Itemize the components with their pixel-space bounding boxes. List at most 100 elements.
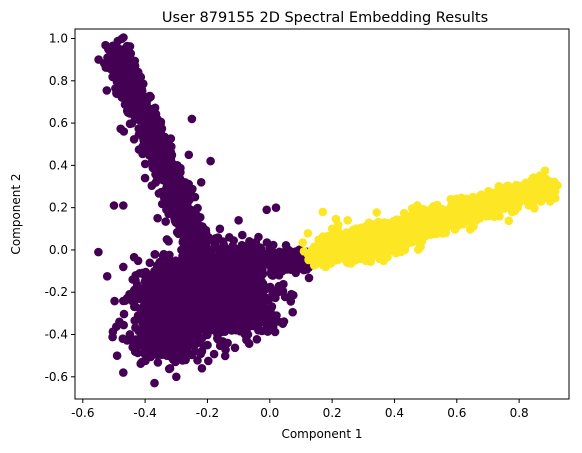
data-point-series-0: [175, 226, 184, 236]
data-point-series-0: [257, 316, 267, 326]
data-point-series-0: [206, 275, 215, 285]
data-point-series-0: [190, 192, 200, 202]
data-point-series-0: [137, 357, 147, 367]
data-point-series-0: [131, 302, 141, 312]
data-point-series-0: [204, 356, 213, 366]
data-point-series-0: [263, 312, 272, 321]
data-point-series-0: [128, 275, 137, 284]
data-point-series-0: [110, 296, 119, 306]
data-point-series-0: [278, 319, 288, 329]
data-point-series-0: [174, 274, 183, 284]
data-point-series-0: [175, 190, 184, 199]
data-point-series-0: [184, 150, 194, 160]
data-point-series-0: [236, 315, 246, 324]
data-point-series-0: [162, 314, 172, 324]
data-point-series-0: [278, 266, 287, 276]
data-point-series-0: [222, 308, 231, 318]
chart-title: User 879155 2D Spectral Embedding Result…: [162, 10, 488, 26]
data-point-series-0: [290, 251, 300, 261]
data-point-series-0: [153, 171, 162, 180]
data-point-series-0: [228, 308, 237, 318]
data-point-series-0: [113, 36, 123, 46]
data-point-series-0: [186, 305, 196, 314]
data-point-series-0: [230, 282, 240, 291]
data-point-series-0: [178, 216, 187, 225]
data-point-series-0: [109, 201, 119, 210]
data-point-series-1: [452, 207, 461, 216]
data-point-series-1: [438, 229, 447, 238]
data-point-series-1: [495, 198, 505, 208]
data-point-series-0: [239, 263, 249, 272]
data-point-series-0: [255, 264, 265, 274]
data-point-series-0: [263, 304, 272, 314]
data-point-series-0: [244, 270, 253, 279]
data-point-series-0: [181, 323, 191, 333]
data-point-series-0: [160, 306, 169, 315]
data-point-series-0: [123, 53, 132, 62]
data-point-series-0: [136, 332, 146, 342]
data-point-series-0: [214, 260, 223, 270]
data-point-series-0: [251, 245, 260, 254]
data-point-series-0: [263, 296, 273, 305]
data-point-series-0: [262, 205, 272, 215]
data-point-series-0: [196, 235, 206, 244]
data-point-series-0: [128, 342, 137, 352]
data-point-series-0: [169, 337, 179, 346]
data-point-series-0: [211, 288, 221, 298]
data-point-series-0: [280, 292, 290, 302]
data-point-series-0: [156, 340, 165, 350]
data-point-series-0: [195, 265, 204, 274]
data-point-series-0: [175, 326, 184, 336]
data-point-series-0: [165, 364, 175, 373]
data-point-series-0: [148, 280, 158, 290]
data-point-series-0: [150, 266, 159, 276]
data-point-series-0: [234, 216, 243, 225]
data-point-series-0: [119, 368, 128, 377]
data-point-series-0: [218, 320, 228, 330]
data-point-series-0: [164, 328, 174, 338]
data-point-series-1: [457, 193, 466, 203]
data-point-series-0: [241, 251, 251, 261]
data-point-series-0: [231, 249, 240, 259]
data-point-series-0: [246, 299, 255, 309]
data-point-series-1: [447, 199, 457, 208]
data-point-series-1: [421, 225, 430, 234]
data-point-series-0: [159, 249, 169, 259]
data-point-series-0: [220, 351, 230, 361]
data-point-series-0: [245, 237, 254, 246]
data-point-series-0: [139, 128, 149, 138]
data-point-series-0: [116, 124, 125, 134]
data-point-series-0: [227, 261, 237, 271]
data-point-series-0: [190, 329, 200, 338]
data-point-series-0: [125, 119, 135, 129]
data-point-series-0: [189, 251, 199, 260]
data-point-series-0: [146, 352, 155, 362]
data-point-series-0: [264, 259, 273, 269]
data-point-series-0: [225, 233, 234, 242]
data-point-series-0: [181, 355, 190, 365]
data-point-series-0: [122, 89, 132, 99]
data-point-series-0: [141, 267, 151, 277]
data-point-series-0: [161, 217, 170, 226]
data-point-series-1: [536, 188, 546, 197]
data-point-series-0: [134, 145, 144, 154]
data-point-series-0: [112, 77, 122, 86]
data-point-series-0: [140, 159, 150, 169]
data-point-series-0: [152, 123, 161, 132]
data-point-series-0: [133, 109, 142, 119]
data-point-series-0: [190, 347, 200, 356]
data-point-series-1: [461, 207, 471, 217]
data-point-series-0: [131, 295, 140, 305]
data-point-series-0: [94, 55, 103, 64]
data-point-series-0: [230, 271, 239, 281]
data-point-series-0: [174, 266, 184, 276]
data-point-series-0: [166, 134, 176, 143]
data-point-series-0: [254, 232, 263, 242]
data-point-series-1: [384, 218, 394, 228]
data-point-series-0: [250, 278, 260, 288]
data-point-series-0: [140, 320, 149, 330]
data-point-series-0: [213, 334, 222, 343]
data-point-series-0: [165, 186, 175, 195]
data-point-series-0: [111, 64, 121, 74]
